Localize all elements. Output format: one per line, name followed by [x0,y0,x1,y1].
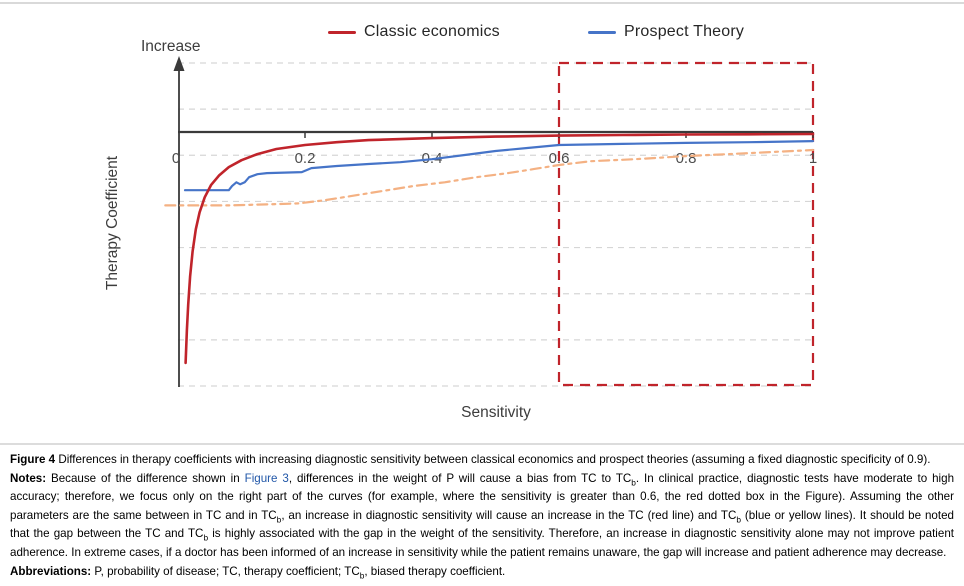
caption-abbreviations: Abbreviations: P, probability of disease… [10,564,506,580]
figure-caption: Figure 4 Differences in therapy coeffici… [10,451,954,581]
legend-label-classic-economics: Classic economics [364,23,500,40]
legend-item-classic-economics: Classic economics [328,23,500,41]
top-divider [0,2,964,4]
y-axis-arrowhead [173,56,185,71]
legend-swatch-prospect-theory [588,30,616,34]
chart-area: 0 0.2 0.4 0.6 0.8 1 Increase Therapy Coefficien… [104,23,817,421]
legend-label-prospect-theory: Prospect Theory [624,23,745,40]
x-tick-label: 0 [172,150,180,167]
x-tick-label: 0.6 [549,150,570,167]
y-arrow-label: Increase [141,38,200,55]
x-axis-title: Sensitivity [461,404,531,421]
x-tick-label: 0.2 [295,150,316,167]
caption-notes: Notes: Because of the difference shown i… [10,471,955,559]
caption-figure-line: Figure 4 Differences in therapy coeffici… [10,453,931,466]
x-tick-label: 1 [809,150,817,167]
y-axis-title: Therapy Coefficient [104,155,121,290]
legend-item-prospect-theory: Prospect Theory [588,23,744,41]
caption-divider [0,443,964,445]
series-line-tcb-yellow-line [164,148,815,207]
figure-3-link[interactable]: Figure 3 [244,471,289,485]
x-tick-label: 0.8 [676,150,697,167]
legend-swatch-classic-economics [328,30,356,34]
series-line-classic-economics [184,132,815,365]
annotation-box [557,61,815,387]
series-line-prospect-theory [183,140,815,192]
